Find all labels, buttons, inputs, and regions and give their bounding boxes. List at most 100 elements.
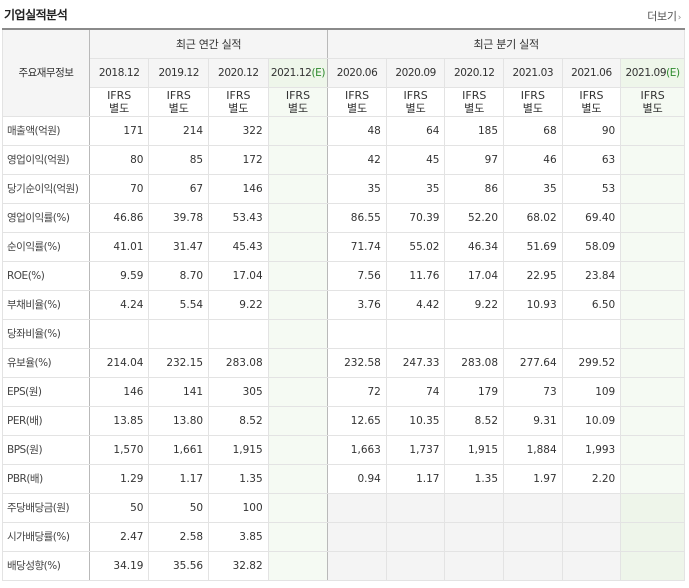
section-header: 기업실적분석 더보기› [0,0,689,28]
quarter-value-cell: 6.50 [561,289,622,320]
annual-value-cell: 146 [208,173,269,204]
estimate-period-header: 2021.12(E) [267,57,329,88]
more-link[interactable]: 더보기› [647,8,681,24]
period-header-row: 2018.12 2019.12 2020.12 2021.12(E) 2020.06 20… [3,57,685,88]
quarter-value-cell [620,173,685,204]
quarter-value-cell [327,492,387,523]
quarter-value-cell: 1,737 [385,434,446,465]
ifrs-label: IFRS [462,88,487,102]
quarter-value-cell: 1,884 [503,434,563,465]
quarter-value-cell: 17.04 [444,260,505,291]
quarter-value-cell: 1,993 [561,434,622,465]
accounting-basis-label: IFRS 별도 [503,86,563,117]
metric-label: 당좌비율(%) [2,318,90,349]
quarter-value-cell: 70.39 [385,202,446,233]
ifrs-label: IFRS [226,88,251,102]
metric-label: 시가배당률(%) [2,521,90,552]
annual-value-cell: 214.04 [88,347,150,378]
annual-value-cell: 85 [148,144,210,175]
quarter-value-cell: 4.42 [385,289,446,320]
annual-value-cell: 39.78 [148,202,210,233]
separate-basis-label: 별도 [228,101,249,115]
quarter-value-cell: 1.17 [385,463,446,494]
quarter-value-cell: 11.76 [385,260,446,291]
quarter-value-cell: 68.02 [503,202,563,233]
ifrs-label: IFRS [403,88,428,102]
annual-value-cell [267,260,329,291]
separate-basis-label: 별도 [581,101,602,115]
page-title: 기업실적분석 [4,8,68,22]
quarter-value-cell: 232.58 [327,347,387,378]
separate-basis-label: 별도 [287,101,309,115]
annual-value-cell: 146 [88,376,150,407]
annual-value-cell: 2.58 [148,521,210,552]
quarter-value-cell: 48 [327,115,387,146]
period-label: 2019.12 [158,66,200,79]
accounting-basis-label: IFRS 별도 [267,86,329,117]
annual-value-cell [267,289,329,320]
quarter-value-cell: 35 [385,173,446,204]
separate-basis-label: 별도 [168,101,189,115]
annual-value-cell: 34.19 [88,550,150,581]
separate-basis-label: 별도 [405,101,426,115]
annual-value-cell [267,405,329,436]
quarter-value-cell [561,492,622,523]
metric-label: PBR(배) [2,463,90,494]
quarter-value-cell [503,521,563,552]
quarter-value-cell: 97 [444,144,505,175]
quarter-value-cell: 8.52 [444,405,505,436]
quarter-value-cell: 35 [503,173,563,204]
table-row: PBR(배) 1.29 1.17 1.35 0.94 1.17 1.35 1.97 2.20 [2,463,685,494]
annual-value-cell [88,318,150,349]
table-row: 당기순이익(억원) 70 67 146 35 35 86 35 53 [2,173,685,204]
annual-value-cell: 50 [148,492,210,523]
quarter-value-cell: 9.31 [503,405,563,436]
quarter-value-cell: 10.35 [385,405,446,436]
metric-label: EPS(원) [2,376,90,407]
table-row: 당좌비율(%) [2,318,685,349]
ifrs-label: IFRS [640,88,665,102]
quarter-value-cell [561,521,622,552]
quarter-value-cell [385,521,446,552]
quarter-value-cell [327,521,387,552]
ifrs-label: IFRS [107,88,132,102]
quarter-value-cell: 74 [385,376,446,407]
quarter-value-cell: 277.64 [503,347,563,378]
annual-value-cell: 50 [88,492,150,523]
annual-value-cell: 67 [148,173,210,204]
accounting-basis-label: IFRS 별도 [88,86,150,117]
quarter-value-cell: 46 [503,144,563,175]
annual-value-cell: 17.04 [208,260,269,291]
annual-value-cell [267,434,329,465]
annual-value-cell [267,144,329,175]
metric-label: 영업이익(억원) [2,144,90,175]
quarter-value-cell [620,144,685,175]
annual-value-cell: 4.24 [88,289,150,320]
metric-label: 매출액(억원) [2,115,90,146]
estimate-marker: (E) [666,66,680,79]
table-row: 영업이익률(%) 46.86 39.78 53.43 86.55 70.39 52.20 68… [2,202,685,233]
annual-value-cell: 141 [148,376,210,407]
annual-value-cell: 9.59 [88,260,150,291]
quarter-value-cell: 109 [561,376,622,407]
annual-value-cell: 1,570 [88,434,150,465]
quarter-value-cell: 42 [327,144,387,175]
annual-value-cell [267,376,329,407]
quarter-value-cell: 299.52 [561,347,622,378]
quarter-value-cell [385,550,446,581]
accounting-basis-label: IFRS 별도 [148,86,210,117]
accounting-basis-label: IFRS 별도 [444,86,505,117]
quarter-value-cell: 9.22 [444,289,505,320]
accounting-basis-label: IFRS 별도 [620,86,685,117]
more-link-label: 더보기 [647,10,677,23]
quarter-value-cell [620,231,685,262]
quarter-value-cell [620,260,685,291]
quarter-value-cell: 1.35 [444,463,505,494]
quarter-value-cell: 46.34 [444,231,505,262]
quarter-value-cell [620,463,685,494]
quarter-value-cell [620,434,685,465]
metric-label: ROE(%) [2,260,90,291]
annual-value-cell: 100 [208,492,269,523]
annual-value-cell [267,347,329,378]
annual-value-cell: 70 [88,173,150,204]
